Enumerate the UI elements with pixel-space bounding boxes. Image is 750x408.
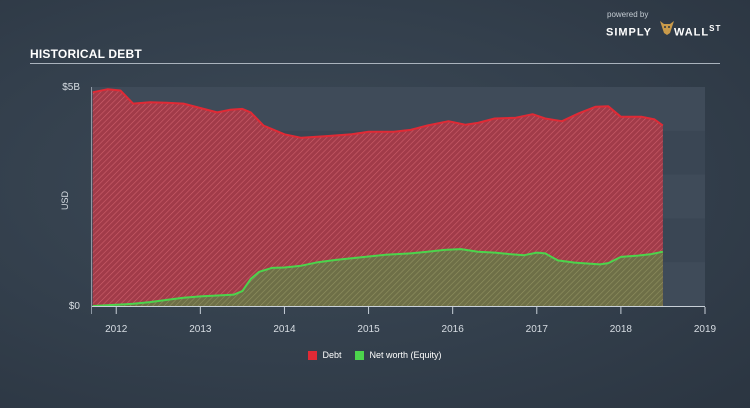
chart-title: HISTORICAL DEBT [30, 47, 142, 61]
x-tick-label: 2018 [610, 324, 633, 335]
legend-label-equity: Net worth (Equity) [369, 350, 442, 360]
legend-swatch-debt [308, 350, 318, 360]
legend-label-debt: Debt [322, 350, 342, 360]
legend-swatch-equity [355, 350, 365, 360]
y-axis-label: USD [60, 191, 70, 211]
x-tick-label: 2015 [357, 324, 380, 335]
title-divider [30, 63, 720, 64]
y-tick-label: $0 [69, 301, 81, 312]
y-tick-label: $5B [62, 82, 80, 93]
brand-name: SIMPLY WALLST [606, 24, 722, 39]
x-tick-label: 2019 [694, 324, 717, 335]
x-tick-label: 2017 [526, 324, 549, 335]
x-tick-label: 2013 [189, 324, 212, 335]
line-equity[interactable] [92, 248, 664, 307]
x-tick-label: 2014 [273, 324, 296, 335]
area-equity [92, 249, 663, 306]
chart-legend: Debt Net worth (Equity) [0, 350, 750, 360]
legend-item-equity[interactable]: Net worth (Equity) [355, 350, 442, 360]
legend-item-debt[interactable]: Debt [308, 350, 341, 360]
x-tick-label: 2012 [105, 324, 128, 335]
brand-logo[interactable]: powered by SIMPLY WALLST [604, 8, 724, 39]
line-debt[interactable] [92, 88, 664, 139]
brand-powered-label: powered by [607, 10, 649, 19]
area-debt [92, 89, 663, 306]
x-tick-label: 2016 [442, 324, 465, 335]
bull-icon [660, 21, 674, 35]
